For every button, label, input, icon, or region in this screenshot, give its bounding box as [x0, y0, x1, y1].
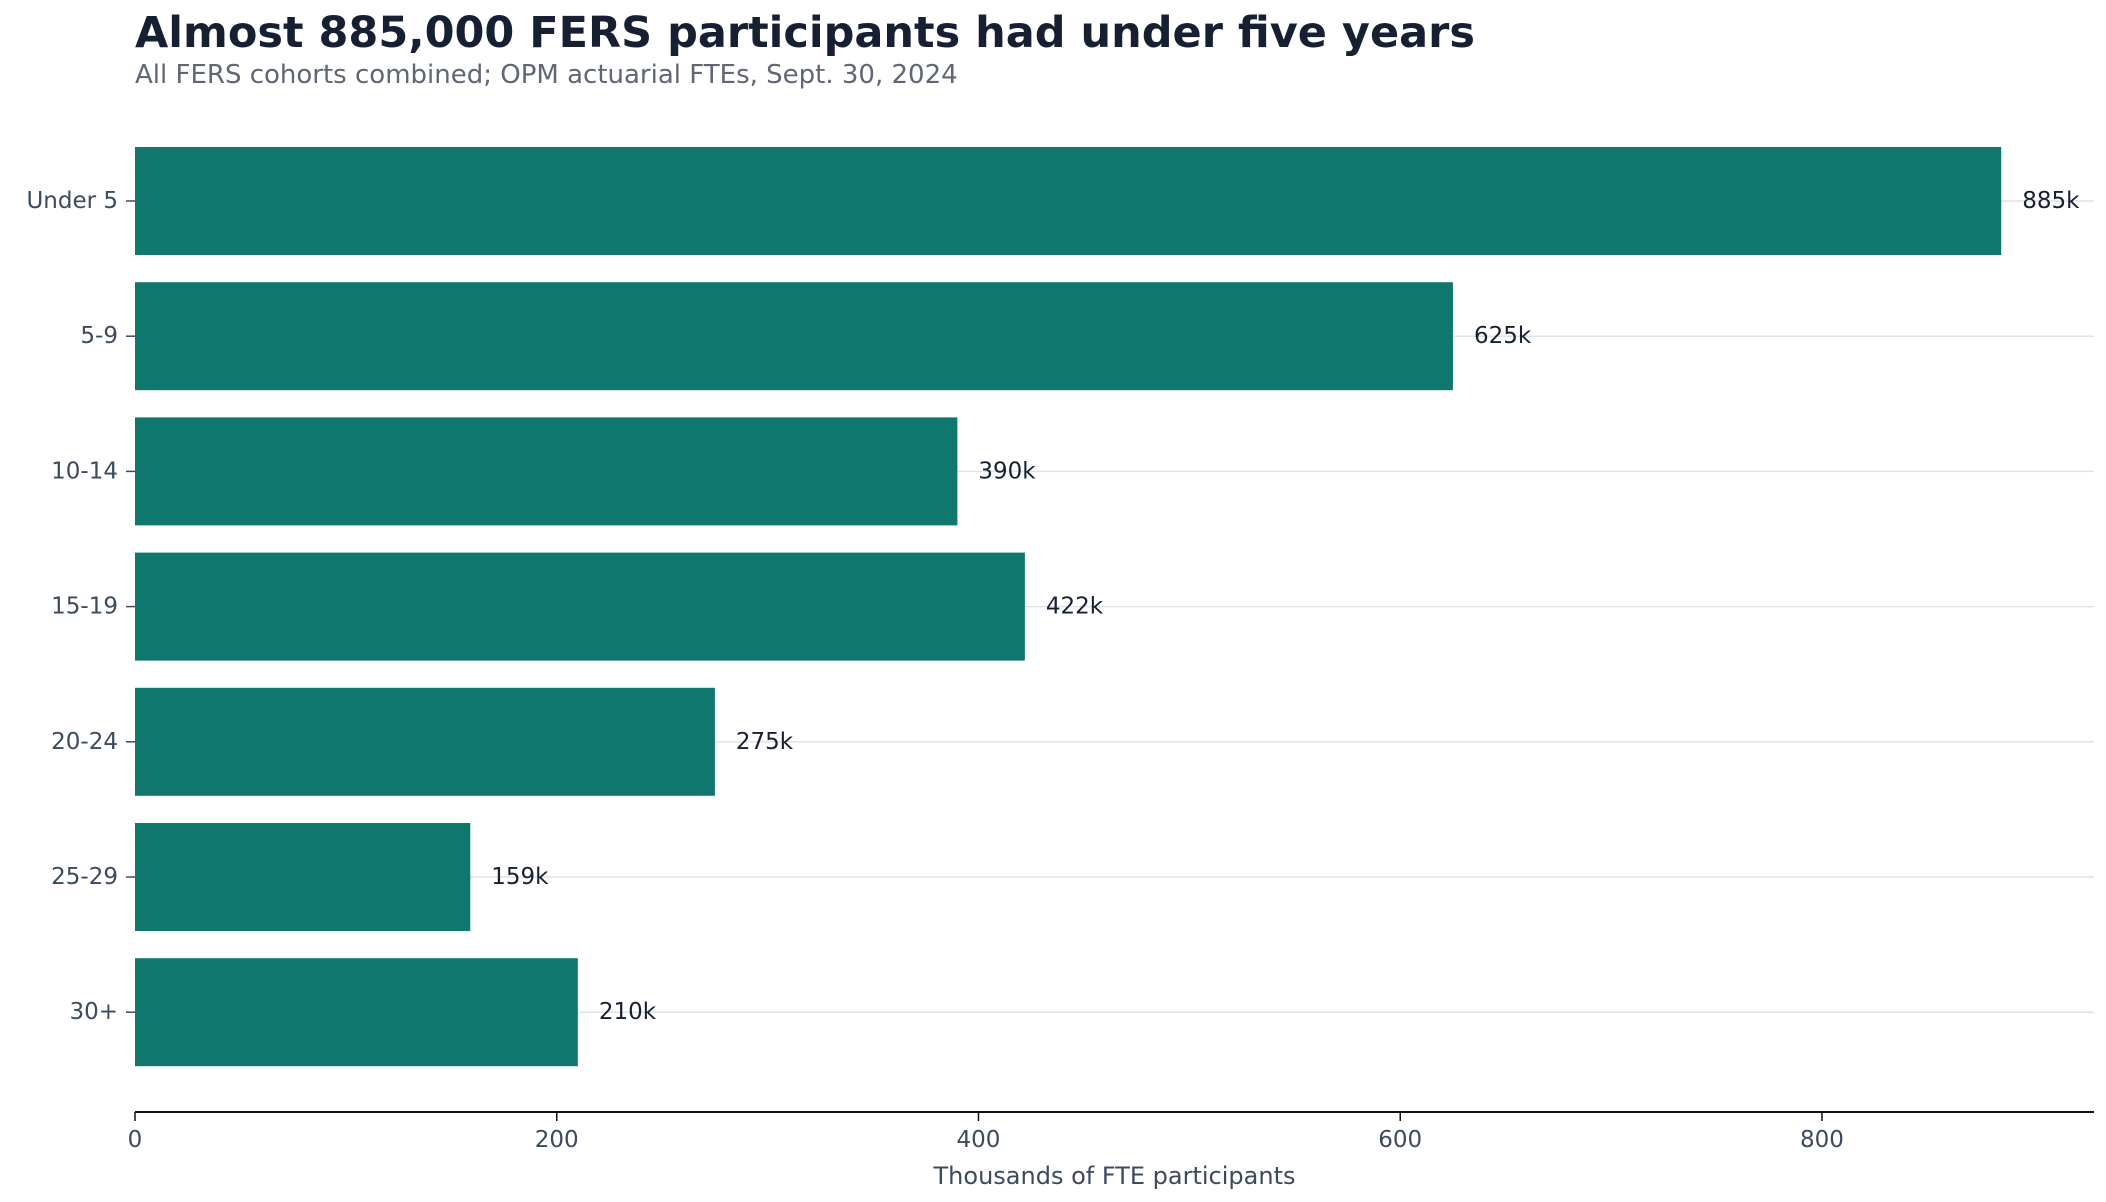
data-label: 422k	[1046, 594, 1104, 620]
data-label: 390k	[978, 458, 1036, 484]
y-tick-label: 15-19	[51, 594, 118, 620]
data-label: 210k	[599, 999, 657, 1025]
y-tick-label: 25-29	[51, 864, 118, 890]
y-tick-label: 5-9	[80, 323, 118, 349]
bar	[135, 552, 1025, 661]
x-tick-label: 400	[957, 1127, 1001, 1153]
bar	[135, 147, 2002, 255]
y-tick-label: Under 5	[26, 188, 118, 214]
data-label: 885k	[2022, 188, 2080, 214]
data-label: 159k	[491, 864, 549, 890]
bar	[135, 417, 958, 526]
data-label: 625k	[1474, 323, 1532, 349]
x-axis-label: Thousands of FTE participants	[933, 1162, 1296, 1190]
y-tick-label: 30+	[69, 999, 118, 1025]
x-tick-label: 0	[128, 1127, 143, 1153]
bar	[135, 958, 578, 1067]
bar	[135, 687, 715, 796]
chart-title: Almost 885,000 FERS participants had und…	[135, 8, 1475, 58]
x-tick-label: 600	[1378, 1127, 1422, 1153]
data-label: 275k	[736, 729, 794, 755]
bar	[135, 282, 1453, 391]
bar	[135, 823, 471, 931]
chart-subtitle: All FERS cohorts combined; OPM actuarial…	[135, 60, 958, 90]
y-tick-label: 20-24	[51, 729, 118, 755]
y-tick-label: 10-14	[51, 458, 118, 484]
x-tick-label: 800	[1800, 1127, 1844, 1153]
x-tick-label: 200	[535, 1127, 579, 1153]
